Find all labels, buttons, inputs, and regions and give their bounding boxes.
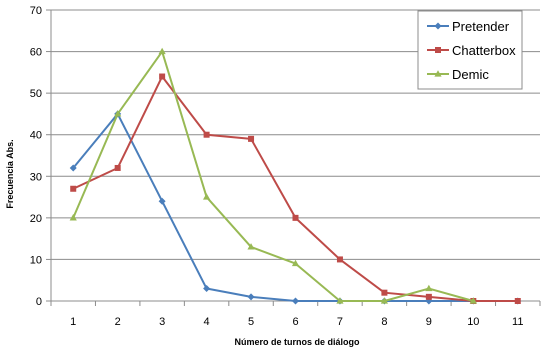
x-tick-label: 3 [159, 316, 165, 328]
legend-marker-demic [434, 70, 442, 77]
data-point-chatterbox [292, 214, 299, 221]
data-point-chatterbox [159, 73, 166, 80]
legend-item-demic: Demic [427, 67, 489, 82]
series-chatterbox [70, 73, 521, 304]
legend-label-pretender: Pretender [452, 19, 510, 34]
x-tick-label: 1 [70, 316, 76, 328]
data-point-chatterbox [70, 185, 77, 192]
data-point-chatterbox [381, 289, 388, 296]
series-line-chatterbox [72, 75, 518, 302]
y-tick-label: 0 [36, 296, 42, 308]
data-point-chatterbox [336, 256, 343, 263]
y-tick-label: 60 [30, 47, 42, 59]
y-tick-label: 70 [30, 5, 42, 17]
data-point-demic [158, 47, 166, 55]
data-point-demic [202, 193, 211, 200]
x-tick-label: 11 [512, 316, 523, 328]
x-tick-label: 9 [426, 316, 432, 328]
data-point-chatterbox [248, 135, 255, 142]
x-tick-label: 7 [337, 316, 343, 328]
legend-item-pretender: Pretender [427, 19, 510, 34]
data-point-chatterbox [203, 131, 210, 138]
x-tick-labels: 1 2 3 4 5 6 7 8 9 10 11 [70, 316, 523, 328]
legend-item-chatterbox: Chatterbox [427, 43, 516, 58]
y-tick-label: 50 [30, 88, 42, 100]
y-axis-title: Frecuencia Abs. [5, 139, 15, 208]
y-tick-labels: 0 10 20 30 40 50 60 70 [30, 5, 42, 308]
legend: Pretender Chatterbox Demic [417, 10, 523, 90]
x-tick-label: 8 [381, 316, 387, 328]
legend-marker-pretender [434, 22, 442, 30]
data-point-demic [425, 284, 433, 292]
data-point-demic [336, 297, 344, 304]
data-point-pretender [203, 285, 211, 293]
data-point-pretender [292, 297, 299, 305]
y-tick-label: 10 [30, 254, 42, 266]
series-demic [69, 47, 477, 304]
data-point-pretender [69, 164, 77, 172]
data-point-chatterbox [514, 298, 521, 304]
x-axis-title: Número de turnos de diálogo [234, 337, 360, 347]
series-line-demic [72, 50, 474, 302]
data-point-demic [114, 110, 122, 117]
data-point-chatterbox [114, 164, 121, 171]
x-tick-label: 2 [115, 316, 121, 328]
y-tick-label: 30 [30, 171, 42, 183]
data-point-demic [291, 259, 300, 267]
series-layer [69, 47, 522, 305]
legend-label-demic: Demic [452, 67, 489, 82]
series-pretender [69, 110, 522, 305]
data-point-demic [247, 243, 255, 250]
data-point-demic [69, 214, 77, 221]
x-tick-label: 5 [248, 316, 254, 328]
data-point-demic [380, 297, 389, 304]
x-tick-label: 10 [467, 316, 479, 328]
y-tick-label: 40 [30, 130, 42, 142]
legend-marker-chatterbox [435, 47, 441, 53]
x-tick-label: 6 [292, 316, 298, 328]
data-point-demic [469, 297, 477, 304]
x-tick-label: 4 [204, 316, 210, 328]
data-point-pretender [247, 293, 255, 301]
y-tick-label: 20 [30, 213, 42, 225]
data-point-pretender [158, 197, 166, 205]
data-point-chatterbox [425, 293, 432, 300]
legend-label-chatterbox: Chatterbox [452, 43, 516, 58]
series-line-pretender [72, 112, 518, 302]
